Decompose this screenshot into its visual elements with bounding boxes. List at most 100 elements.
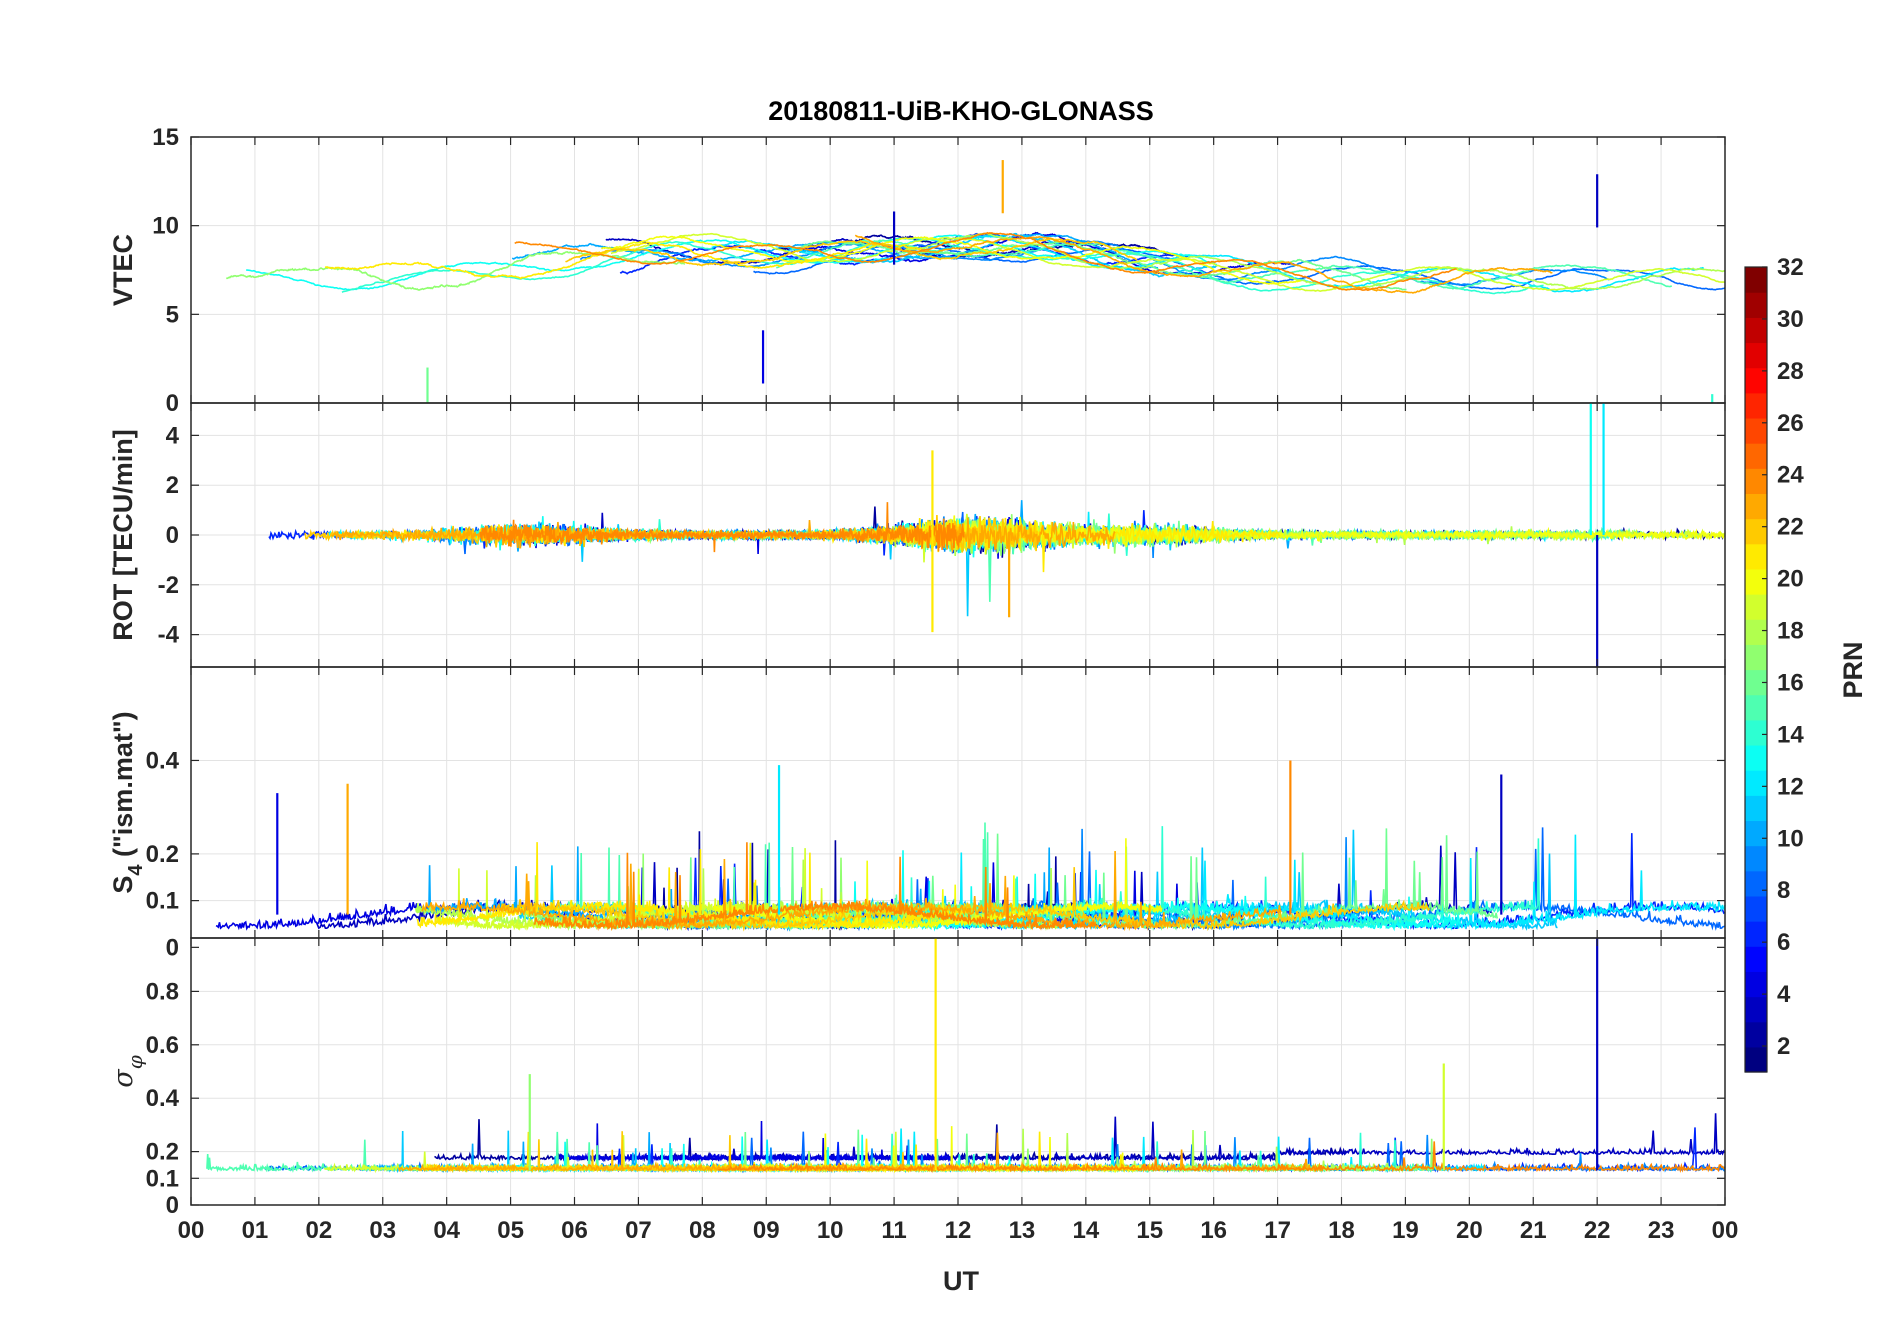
colorbar-segment	[1745, 895, 1767, 922]
x-tick-label: 00	[1712, 1217, 1739, 1244]
colorbar-segment	[1745, 317, 1767, 344]
x-tick-label: 21	[1520, 1217, 1547, 1244]
colorbar-segment	[1745, 644, 1767, 671]
series-line-prn-21	[416, 842, 969, 931]
panel-1: 0 5 10 15 VTEC	[108, 124, 1726, 417]
series-line-prn-24	[533, 842, 1097, 932]
x-tick-label: 14	[1072, 1217, 1099, 1244]
series-line-prn-23	[854, 234, 1553, 294]
series-line-prn-18	[904, 232, 1726, 291]
colorbar-tick-label: 12	[1777, 773, 1804, 800]
panel-2: -4 -2 0 2 4 ROT [TECU/min]	[108, 402, 1726, 668]
colorbar-segment	[1745, 1021, 1767, 1048]
colorbar-segment	[1745, 619, 1767, 645]
x-tick-label: 01	[242, 1217, 269, 1244]
y-tick-label: 10	[152, 213, 179, 240]
colorbar-segment	[1745, 417, 1767, 444]
colorbar-tick-label: 18	[1777, 618, 1804, 645]
colorbar-tick-label: 16	[1777, 669, 1804, 696]
colorbar-tick-label: 4	[1777, 981, 1791, 1008]
colorbar-tick-label: 2	[1777, 1033, 1790, 1060]
series-group	[268, 500, 1726, 617]
colorbar-segment	[1745, 292, 1767, 318]
colorbar-segment	[1745, 870, 1767, 897]
y-tick-label: 0	[166, 934, 179, 961]
x-tick-label: 13	[1009, 1217, 1036, 1244]
series-line-prn-21	[324, 241, 922, 280]
series-line-prn-13	[246, 234, 1218, 291]
x-tick-label: 03	[369, 1217, 396, 1244]
series-line-prn-19	[610, 232, 1726, 293]
colorbar-segment	[1745, 669, 1767, 696]
colorbar-label: PRN	[1838, 641, 1868, 698]
colorbar-segment	[1745, 921, 1767, 947]
colorbar-segment	[1745, 493, 1767, 520]
panel-4: 00.10.20.40.60.8σφ	[108, 937, 1726, 1219]
y-axis-label-sub: φ	[123, 1055, 147, 1069]
series-line-prn-24	[514, 231, 1457, 292]
colorbar-segment	[1745, 820, 1767, 847]
x-tick-label: 17	[1264, 1217, 1291, 1244]
y-tick-label: 0.4	[146, 1085, 180, 1112]
y-tick-label: 0.2	[146, 841, 179, 868]
colorbar-segment	[1745, 267, 1767, 293]
x-tick-label: 07	[625, 1217, 652, 1244]
x-tick-label: 08	[689, 1217, 716, 1244]
colorbar-tick-label: 28	[1777, 358, 1804, 385]
colorbar-segment	[1745, 543, 1767, 570]
x-tick-label: 10	[817, 1217, 844, 1244]
x-axis-label: UT	[943, 1266, 979, 1296]
y-tick-label: 2	[166, 472, 179, 499]
colorbar-tick-label: 30	[1777, 306, 1804, 333]
colorbar-tick-label: 22	[1777, 514, 1804, 541]
y-axis-label: S4 ("ism.mat")	[108, 711, 147, 893]
x-tick-label: 20	[1456, 1217, 1483, 1244]
colorbar-tick-label: 8	[1777, 877, 1790, 904]
y-tick-label: -4	[158, 622, 180, 649]
x-tick-label: 00	[178, 1217, 205, 1244]
x-tick-label: 16	[1200, 1217, 1227, 1244]
y-tick-label: 0.2	[146, 1139, 179, 1166]
colorbar-segment	[1745, 795, 1767, 822]
colorbar-tick-label: 26	[1777, 410, 1804, 437]
y-tick-label: 0.4	[146, 747, 180, 774]
series-line-prn-24	[479, 502, 965, 553]
series-line-prn-22	[565, 238, 1138, 267]
colorbar-tick-label: 32	[1777, 254, 1804, 281]
colorbar-segment	[1745, 946, 1767, 972]
y-tick-label: 5	[166, 301, 179, 328]
colorbar-segment	[1745, 342, 1767, 369]
y-tick-label: 0	[166, 1192, 179, 1219]
series-line-prn-14	[341, 237, 1544, 295]
colorbar-segment	[1745, 694, 1767, 721]
y-axis-label-sub: 4	[125, 864, 147, 876]
colorbar-segment	[1745, 1046, 1767, 1073]
y-tick-label: 15	[152, 124, 179, 151]
y-tick-label: 0.8	[146, 978, 179, 1005]
colorbar-tick-label: 24	[1777, 462, 1804, 489]
y-tick-label: 0	[166, 522, 179, 549]
colorbar-segment	[1745, 845, 1767, 872]
y-tick-label: 0.6	[146, 1032, 179, 1059]
y-tick-label: 4	[166, 422, 180, 449]
x-axis: 00 01 02 03 04 05 06 07 08 09 10 11 12 13 14 15 16 17 18 19…	[178, 1217, 1739, 1244]
y-tick-label: 0.1	[146, 888, 179, 915]
x-tick-label: 04	[433, 1217, 460, 1244]
series-line-prn-20	[891, 515, 1726, 555]
y-tick-label: 0	[166, 390, 179, 417]
colorbar-tick-label: 14	[1777, 721, 1804, 748]
x-tick-label: 11	[881, 1217, 906, 1244]
axes-box	[190, 937, 1726, 1206]
x-tick-label: 23	[1648, 1217, 1675, 1244]
x-tick-label: 15	[1136, 1217, 1163, 1244]
colorbar-segment	[1745, 770, 1767, 796]
colorbar-segment	[1745, 971, 1767, 998]
x-tick-label: 02	[305, 1217, 332, 1244]
x-tick-label: 19	[1392, 1217, 1419, 1244]
colorbar-segment	[1745, 996, 1767, 1023]
colorbar-segment	[1745, 719, 1767, 746]
x-tick-label: 12	[945, 1217, 972, 1244]
y-axis-label: σφ	[108, 1055, 147, 1087]
